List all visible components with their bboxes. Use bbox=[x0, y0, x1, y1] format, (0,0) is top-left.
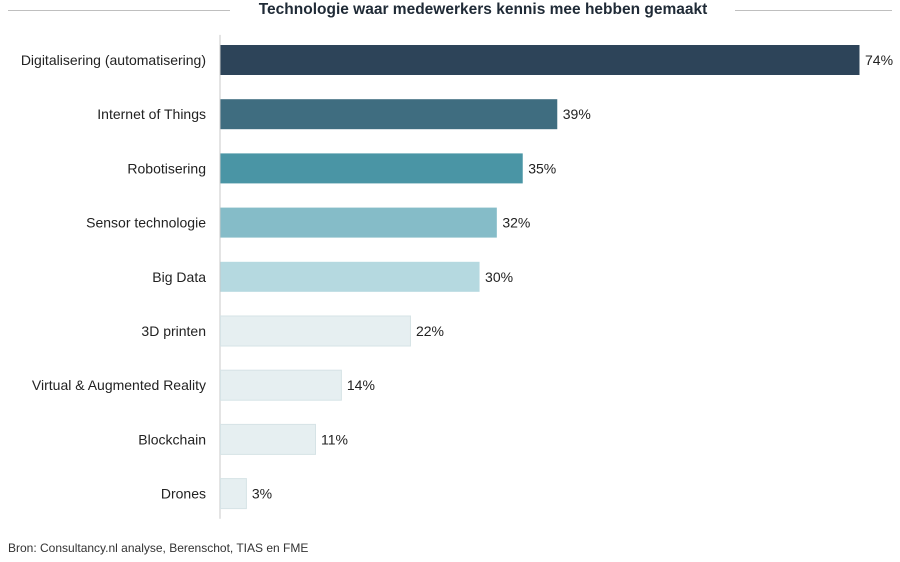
category-label: Internet of Things bbox=[97, 106, 206, 122]
bar bbox=[221, 370, 342, 400]
bar-chart: Digitalisering (automatisering) 74% Intern… bbox=[0, 28, 900, 528]
data-label: 74% bbox=[865, 52, 893, 68]
title-row: Technologie waar medewerkers kennis mee … bbox=[8, 0, 892, 22]
bar bbox=[221, 153, 523, 183]
title-divider-right bbox=[735, 10, 892, 11]
category-label: Virtual & Augmented Reality bbox=[32, 377, 206, 393]
source-note: Bron: Consultancy.nl analyse, Berenschot… bbox=[8, 541, 308, 555]
category-label: Blockchain bbox=[138, 431, 206, 447]
bar bbox=[221, 45, 860, 75]
bar bbox=[221, 208, 497, 238]
category-label: Robotisering bbox=[127, 160, 206, 176]
bar bbox=[221, 316, 411, 346]
data-label: 22% bbox=[416, 323, 444, 339]
bar bbox=[221, 424, 316, 454]
bar bbox=[221, 262, 480, 292]
category-label: Digitalisering (automatisering) bbox=[21, 52, 206, 68]
data-label: 14% bbox=[347, 377, 375, 393]
data-label: 30% bbox=[485, 269, 513, 285]
chart-title: Technologie waar medewerkers kennis mee … bbox=[238, 0, 728, 20]
category-label: Sensor technologie bbox=[86, 215, 206, 231]
bar bbox=[221, 99, 558, 129]
data-label: 11% bbox=[321, 431, 348, 447]
bar bbox=[221, 479, 247, 509]
title-divider-left bbox=[8, 10, 230, 11]
category-label: Big Data bbox=[152, 269, 206, 285]
data-label: 39% bbox=[563, 106, 591, 122]
data-label: 35% bbox=[528, 160, 556, 176]
data-label: 32% bbox=[502, 215, 530, 231]
data-label: 3% bbox=[252, 486, 272, 502]
category-label: Drones bbox=[161, 486, 206, 502]
category-label: 3D printen bbox=[141, 323, 206, 339]
